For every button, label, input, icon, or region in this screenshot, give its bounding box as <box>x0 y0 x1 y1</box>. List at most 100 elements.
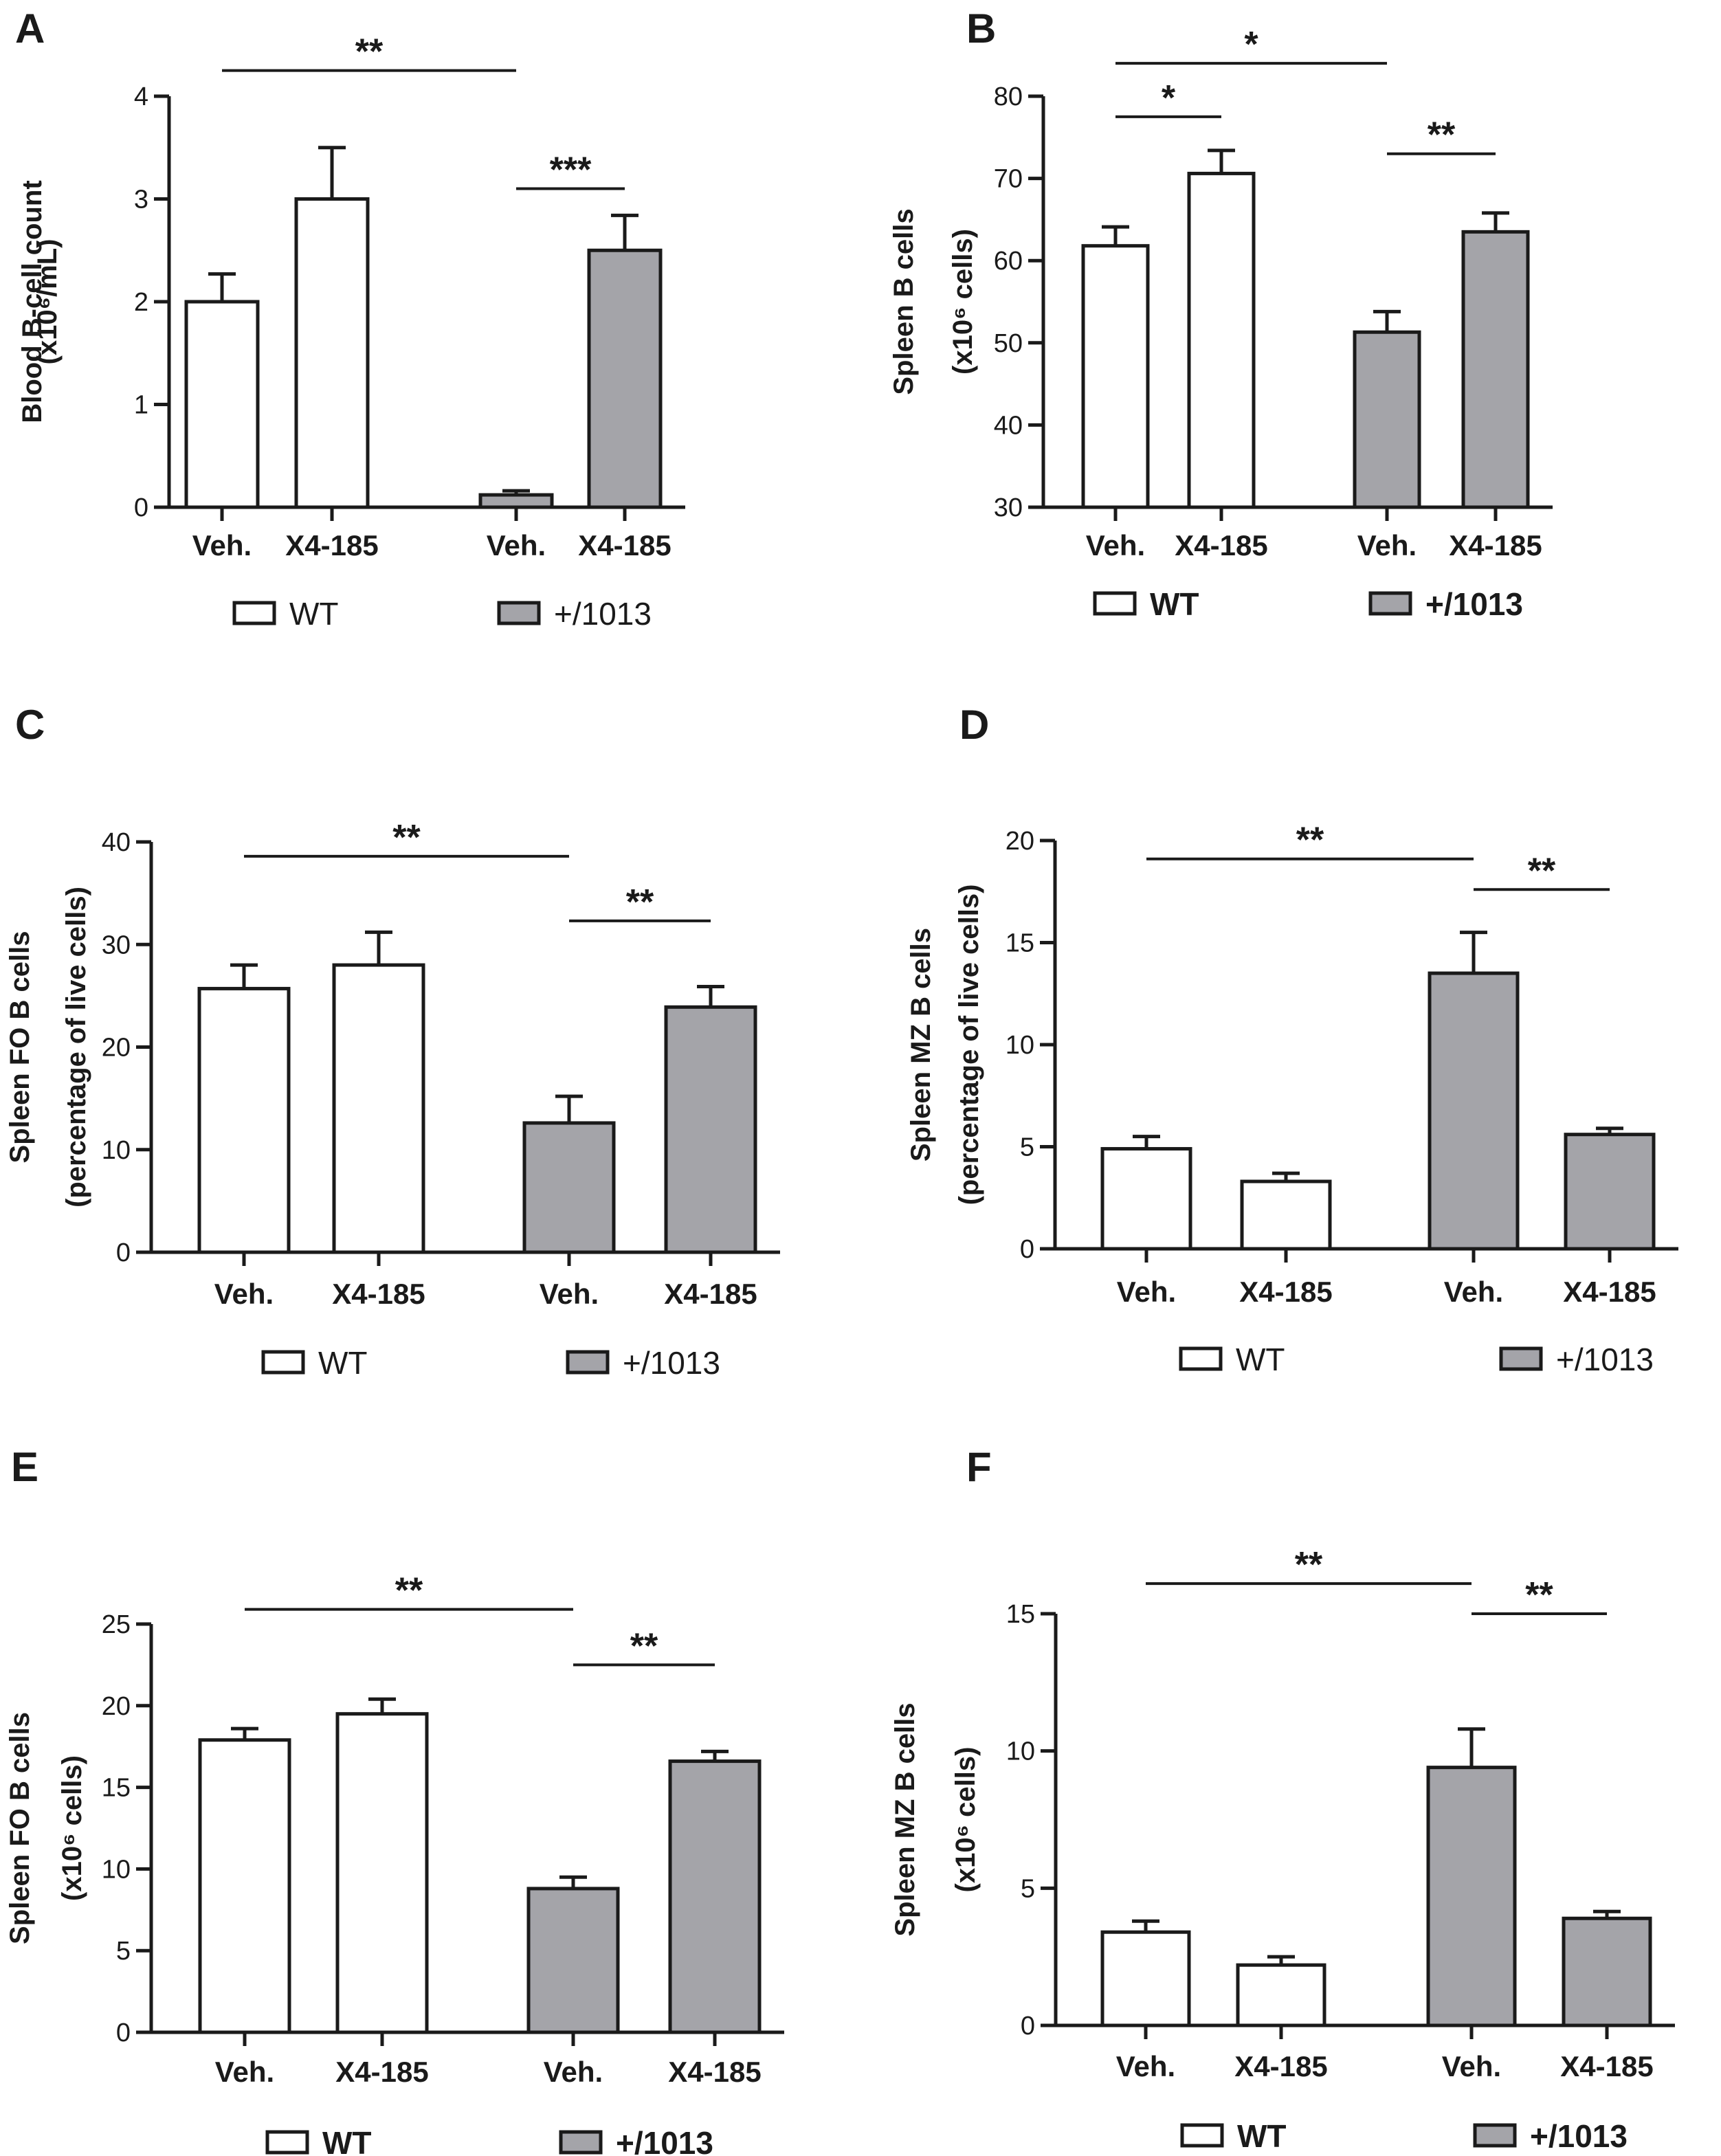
y-tick-label: 0 <box>1020 1235 1034 1264</box>
panel-b: B Spleen B cells (x10⁶ cells) 30 40 50 60 70 80 V… <box>889 5 1553 622</box>
bar <box>1236 1963 1326 2027</box>
bar <box>664 1005 757 1254</box>
legend-label-wt: WT <box>318 1345 368 1381</box>
y-axis-label-line-2: (x10⁶ cells) <box>948 229 978 375</box>
y-tick-label: 30 <box>994 493 1023 522</box>
legend-label-wt: WT <box>289 596 339 632</box>
y-tick-label: 70 <box>994 165 1023 194</box>
bar <box>1353 330 1421 509</box>
bar <box>198 1738 291 2034</box>
significance-label: * <box>1162 78 1176 118</box>
legend-swatch-wt <box>1179 1346 1223 1371</box>
y-tick-label: 10 <box>102 1136 131 1165</box>
significance-label: *** <box>550 151 592 190</box>
y-tick-label: 3 <box>134 186 148 214</box>
legend-swatch-wt <box>1093 591 1137 616</box>
bar <box>526 1887 620 2034</box>
bar <box>1428 971 1520 1251</box>
bar <box>1564 1133 1656 1251</box>
legend-label-wt: WT <box>1236 1342 1285 1377</box>
significance-label: ** <box>1525 1575 1553 1615</box>
bar <box>184 300 260 509</box>
x-category-label: Veh. <box>1357 529 1417 562</box>
y-tick-label: 15 <box>1006 929 1034 958</box>
y-tick-label: 25 <box>102 1610 131 1639</box>
y-tick-label: 15 <box>1006 1600 1035 1629</box>
x-category-label: Veh. <box>487 529 546 562</box>
x-category-label: Veh. <box>1116 2050 1175 2082</box>
x-category-label: Veh. <box>1086 529 1145 562</box>
y-tick-label: 30 <box>102 931 131 959</box>
legend-label-wt: WT <box>1237 2118 1287 2154</box>
bar <box>1461 230 1530 509</box>
x-category-label: Veh. <box>1444 1276 1503 1308</box>
significance-label: ** <box>626 882 654 922</box>
legend-swatch-wt <box>261 1350 305 1375</box>
legend-swatch-wt <box>1180 2123 1224 2148</box>
significance-label: * <box>1244 25 1258 65</box>
y-tick-label: 50 <box>994 329 1023 358</box>
significance-label: ** <box>392 818 421 858</box>
significance-label: ** <box>1528 851 1556 891</box>
y-axis-label-line-2: (x10⁶ cells) <box>57 1755 87 1901</box>
x-category-label: X4-185 <box>335 2056 428 2088</box>
x-category-label: Veh. <box>192 529 252 562</box>
legend-label-mutant: +/1013 <box>1425 586 1523 622</box>
y-tick-label: 2 <box>134 288 148 317</box>
x-category-label: X4-185 <box>332 1278 425 1310</box>
x-category-label: X4-185 <box>578 529 671 562</box>
panel-letter: B <box>966 5 996 52</box>
panel-e: E Spleen FO B cells (x10⁶ cells) 0 5 10 15 20 25… <box>5 1444 784 2156</box>
x-category-label: Veh. <box>1442 2050 1501 2082</box>
bar <box>522 1121 616 1254</box>
x-category-label: X4-185 <box>1175 529 1267 562</box>
significance-label: ** <box>1296 821 1324 860</box>
y-tick-label: 4 <box>134 82 148 111</box>
legend-label-mutant: +/1013 <box>1556 1342 1654 1377</box>
y-axis-label-line-2: (percentage of live cells) <box>61 887 91 1208</box>
y-tick-label: 10 <box>102 1855 131 1884</box>
legend-swatch-mutant <box>559 2130 603 2155</box>
panel-letter: F <box>966 1444 992 1490</box>
panel-letter: A <box>15 5 45 52</box>
bar <box>1426 1766 1517 2027</box>
legend-label-mutant: +/1013 <box>554 596 652 632</box>
x-category-label: Veh. <box>214 1278 274 1310</box>
y-tick-label: 20 <box>102 1692 131 1721</box>
x-category-label: X4-185 <box>664 1278 757 1310</box>
y-tick-label: 0 <box>116 2019 131 2047</box>
y-tick-label: 60 <box>994 247 1023 276</box>
bar <box>332 963 425 1254</box>
panel-d: D Spleen MZ B cells (percentage of live ce… <box>906 702 1678 1377</box>
legend-label-wt: WT <box>1150 586 1199 622</box>
bar <box>1187 171 1256 509</box>
y-tick-label: 5 <box>116 1937 131 1966</box>
panel-letter: D <box>959 702 989 748</box>
significance-label: ** <box>630 1626 658 1666</box>
y-tick-label: 0 <box>116 1238 131 1267</box>
y-tick-label: 80 <box>994 82 1023 111</box>
x-category-label: X4-185 <box>285 529 378 562</box>
y-axis-label-line-1: Spleen MZ B cells <box>906 928 936 1162</box>
y-tick-label: 1 <box>134 391 148 420</box>
significance-label: ** <box>395 1571 423 1611</box>
legend-label-mutant: +/1013 <box>623 1345 720 1381</box>
legend-label-wt: WT <box>322 2125 372 2156</box>
bar <box>197 986 291 1254</box>
panel-letter: E <box>11 1444 38 1490</box>
y-tick-label: 5 <box>1021 1874 1035 1903</box>
bar <box>1100 1930 1191 2027</box>
y-tick-label: 20 <box>1006 827 1034 856</box>
legend-swatch-mutant <box>1368 591 1412 616</box>
y-tick-label: 0 <box>1021 2012 1035 2041</box>
significance-label: ** <box>1295 1545 1323 1585</box>
y-axis-label-line-2: (percentage of live cells) <box>954 885 984 1205</box>
panel-a: A Blood B-cell count(x10⁶/mL) 0 1 2 3 4 Veh. X4-… <box>15 5 685 632</box>
y-axis-label-line-2: (x10⁶/mL) <box>32 239 63 365</box>
panel-letter: C <box>15 702 45 748</box>
y-axis-label-line-1: Spleen B cells <box>889 208 919 394</box>
legend-swatch-wt <box>232 601 276 625</box>
legend-label-mutant: +/1013 <box>616 2125 713 2156</box>
y-tick-label: 40 <box>994 411 1023 440</box>
